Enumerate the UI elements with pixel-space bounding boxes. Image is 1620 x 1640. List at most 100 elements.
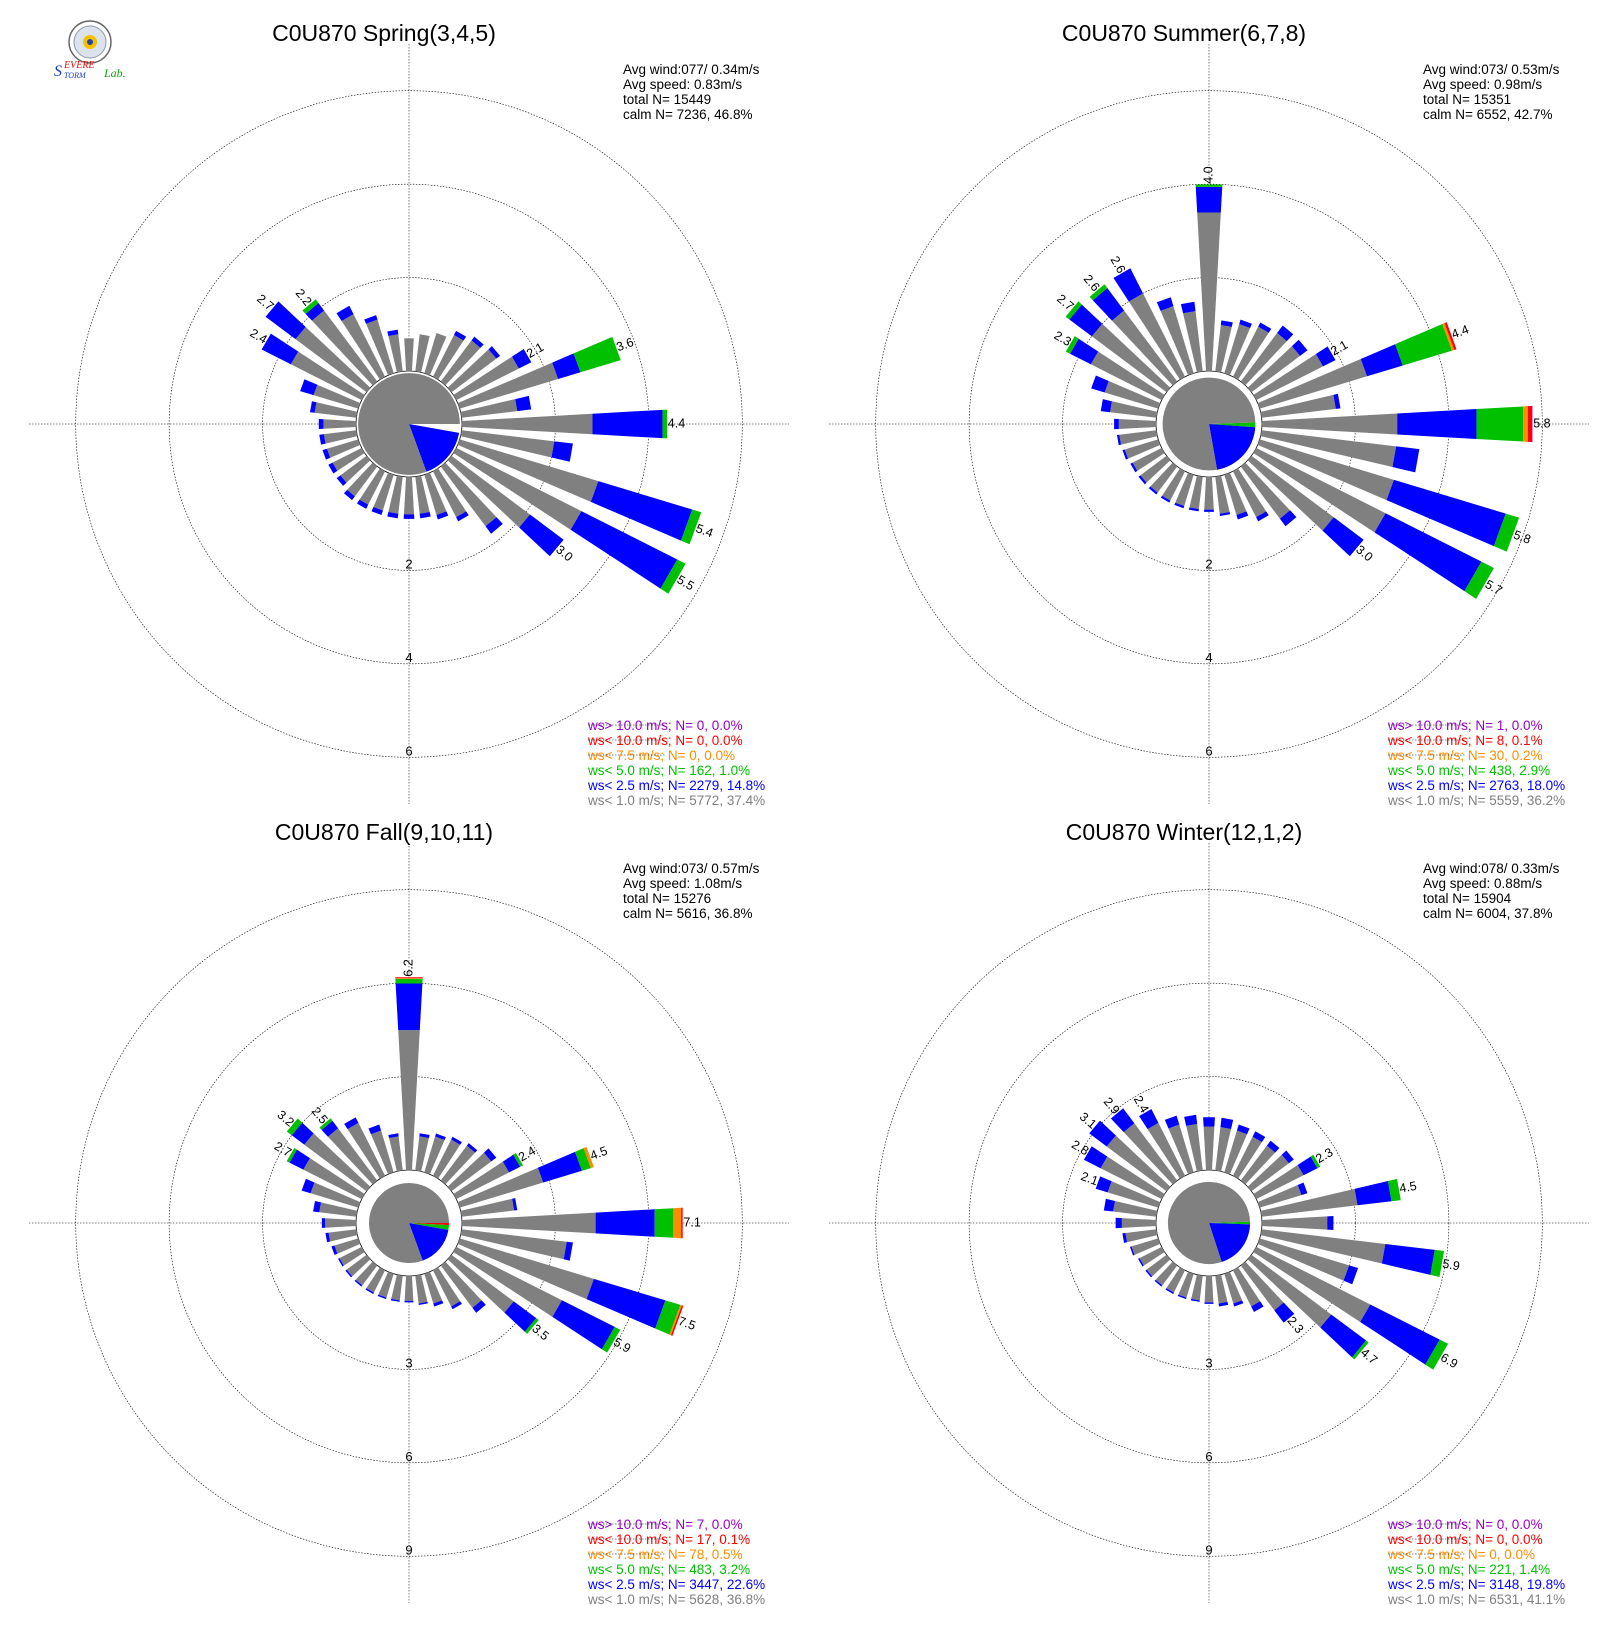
stats-line: Avg speed: 1.08m/s xyxy=(623,876,742,891)
rose-bar-segment xyxy=(1219,511,1231,517)
rose-bar-segment xyxy=(377,1294,387,1300)
bar-value-label: 4.5 xyxy=(588,1144,609,1163)
bar-value-label: 6.2 xyxy=(401,959,415,976)
rose-bar-segment xyxy=(1247,1154,1289,1192)
rose-bar-segment xyxy=(436,511,449,520)
rose-bar-segment xyxy=(1224,1271,1243,1304)
rose-bar-segment xyxy=(1253,1164,1304,1200)
rose-bar-segment xyxy=(340,455,371,483)
rose-bar-segment xyxy=(670,1305,684,1336)
rose-bar-segment xyxy=(1092,288,1125,321)
stats-line: calm N= 6004, 37.8% xyxy=(1423,906,1552,921)
rose-bar-segment xyxy=(1203,1126,1215,1171)
rose-bar-segment xyxy=(519,514,564,557)
stats-line: calm N= 5616, 36.8% xyxy=(623,906,752,921)
rose-bar-segment xyxy=(415,475,430,514)
chart-title: C0U870 Spring(3,4,5) xyxy=(272,20,496,46)
rose-bar-segment xyxy=(336,305,354,322)
rose-bar-segment xyxy=(1124,439,1161,459)
rose-bar-segment xyxy=(432,1139,461,1179)
rose-bar-segment xyxy=(1220,320,1233,327)
bar-value-label: 5.8 xyxy=(1533,416,1550,430)
rose-bar-segment xyxy=(1122,449,1129,460)
rose-bar-segment xyxy=(373,472,394,511)
rose-bar-segment xyxy=(419,1133,430,1139)
rose-bar-segment xyxy=(1138,475,1147,485)
chart-title: C0U870 Winter(12,1,2) xyxy=(1066,819,1303,845)
rose-bar-segment xyxy=(461,1212,596,1234)
calm-sector xyxy=(1209,1223,1251,1263)
rose-bar-segment xyxy=(1191,1274,1203,1301)
rose-bar-segment xyxy=(1215,324,1232,373)
rose-bar-segment xyxy=(460,430,555,458)
rose-bar-segment xyxy=(354,1279,363,1287)
stats-line: calm N= 6552, 42.7% xyxy=(1423,107,1552,122)
rose-bar-segment xyxy=(456,511,469,522)
rose-bar-segment xyxy=(1100,399,1112,413)
rose-bar-segment xyxy=(552,1300,615,1350)
bar-value-label: 2.1 xyxy=(1079,1169,1100,1188)
rose-bar-segment xyxy=(586,1278,666,1329)
rose-bar-segment xyxy=(331,1245,338,1255)
rose-bar-segment xyxy=(461,413,593,435)
rose-bar-segment xyxy=(1195,186,1223,213)
rose-bar-segment xyxy=(1240,332,1287,386)
rose-bar-segment xyxy=(1204,509,1214,512)
rose-bar-segment xyxy=(1261,413,1398,435)
rose-bar-segment xyxy=(1252,1131,1266,1143)
rose-bar-segment xyxy=(1442,323,1455,351)
rose-bar-segment xyxy=(1260,1229,1386,1264)
bar-value-label: 4.0 xyxy=(1201,166,1215,183)
rose-bar-segment xyxy=(304,1133,371,1192)
legend-entry: ws< 1.0 m/s; N= 6531, 41.1% xyxy=(1387,1592,1565,1607)
rose-bar-segment xyxy=(388,334,403,373)
rose-bar-segment xyxy=(295,326,371,393)
legend-entry: ws< 10.0 m/s; N= 17, 0.1% xyxy=(587,1532,750,1547)
stats-line: calm N= 7236, 46.8% xyxy=(623,107,752,122)
rose-bar-segment xyxy=(1148,486,1158,495)
rose-bar-segment xyxy=(440,340,481,386)
rose-bar-segment xyxy=(1274,1302,1295,1323)
rose-bar-segment xyxy=(1531,405,1533,443)
stats-line: total N= 15276 xyxy=(623,891,711,906)
rose-bar-segment xyxy=(319,434,326,445)
rose-bar-segment xyxy=(595,1209,655,1237)
rose-bar-segment xyxy=(583,1146,594,1169)
rose-bar-segment xyxy=(323,419,357,429)
stats-line: total N= 15449 xyxy=(623,92,711,107)
rose-bar-segment xyxy=(524,1318,539,1334)
rose-bar-segment xyxy=(440,1261,482,1308)
rose-bar-segment xyxy=(1204,1302,1214,1304)
rose-bar-segment xyxy=(1116,434,1122,446)
rose-bar-segment xyxy=(1257,358,1368,409)
calm-sector xyxy=(409,424,460,472)
rose-bar-segment xyxy=(355,1261,378,1286)
legend-entry: ws< 5.0 m/s; N= 438, 2.9% xyxy=(1387,763,1550,778)
rose-bar-segment xyxy=(336,475,347,486)
rose-bar-segment xyxy=(655,1300,681,1335)
stats-line: Avg wind:078/ 0.33m/s xyxy=(1423,861,1560,876)
rose-bar-segment xyxy=(471,336,484,348)
rose-bar-segment xyxy=(1320,1314,1367,1358)
rose-bar-segment xyxy=(303,1158,365,1200)
rose-bar-segment xyxy=(1224,324,1251,376)
svg-text:S: S xyxy=(54,63,62,80)
rose-bar-segment xyxy=(1115,1217,1122,1229)
rose-bar-segment xyxy=(318,418,324,430)
rose-bar-segment xyxy=(1240,1145,1276,1185)
stats-line: total N= 15904 xyxy=(1423,891,1512,906)
rose-bar-segment xyxy=(1297,1156,1318,1176)
rose-bar-segment xyxy=(403,514,415,519)
rose-bar-segment xyxy=(424,1136,445,1175)
rose-bar-segment xyxy=(447,455,530,528)
rose-bar-segment xyxy=(1095,1176,1112,1193)
calm-sector xyxy=(1167,1181,1251,1265)
legend-entry: ws< 10.0 m/s; N= 0, 0.0% xyxy=(587,733,743,748)
rose-bar-segment xyxy=(432,468,467,518)
rose-bar-segment xyxy=(460,399,518,418)
rose-bar-segment xyxy=(415,334,430,373)
rose-bar-segment xyxy=(395,978,423,979)
